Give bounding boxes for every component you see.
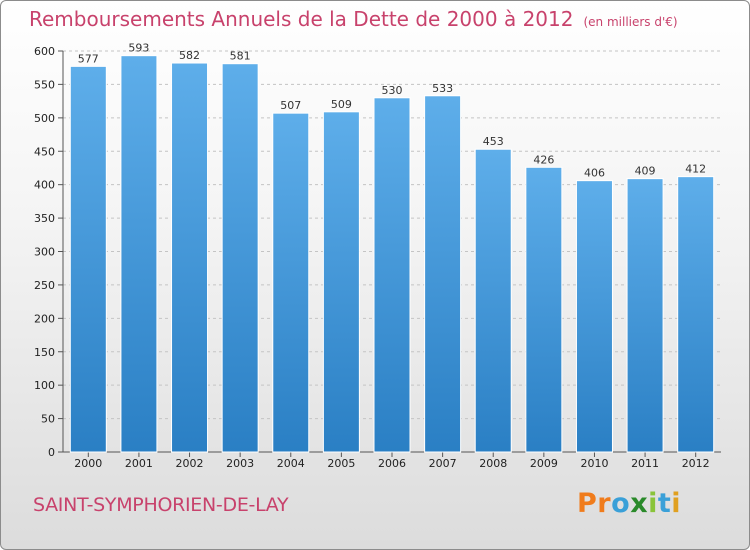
bar-2006[interactable]	[373, 97, 411, 453]
bar-2011[interactable]	[626, 178, 664, 453]
brand-logo[interactable]: Proxiti	[577, 488, 681, 519]
bar-2000[interactable]	[69, 65, 107, 453]
labels: 0 50 100 150 200 250 300 350 400 450 500 550 600 577 2…	[34, 42, 710, 470]
data-label-2000: 577	[78, 52, 99, 65]
chart-title: Remboursements Annuels de la Dette de 20…	[29, 7, 678, 31]
bar-2002[interactable]	[171, 62, 209, 453]
data-label-2001: 593	[128, 42, 149, 55]
data-label-2002: 582	[179, 49, 200, 62]
x-tick-label-2007: 2007	[429, 457, 457, 470]
chart-title-text: Remboursements Annuels de la Dette de 20…	[29, 7, 574, 31]
data-label-2009: 426	[533, 153, 554, 166]
logo-letter: P	[577, 488, 598, 519]
logo-letter: i	[648, 488, 658, 519]
x-tick-label-2002: 2002	[176, 457, 204, 470]
data-label-2012: 412	[685, 163, 706, 176]
bar-2003[interactable]	[221, 63, 259, 453]
y-tick-label: 550	[34, 78, 55, 91]
x-tick-label-2001: 2001	[125, 457, 153, 470]
logo-letter: r	[597, 488, 612, 519]
y-tick-label: 350	[34, 212, 55, 225]
x-tick-label-2005: 2005	[327, 457, 355, 470]
x-tick-label-2008: 2008	[479, 457, 507, 470]
y-tick-label: 450	[34, 145, 55, 158]
bar-2005[interactable]	[322, 111, 360, 453]
logo-letter: i	[671, 488, 682, 519]
x-tick-label-2006: 2006	[378, 457, 406, 470]
y-tick-label: 50	[41, 413, 55, 426]
bar-2009[interactable]	[525, 166, 563, 453]
y-tick-label: 0	[48, 446, 55, 459]
x-tick-label-2009: 2009	[530, 457, 558, 470]
x-tick-label-2004: 2004	[277, 457, 305, 470]
data-label-2010: 406	[584, 167, 605, 180]
location-name: SAINT-SYMPHORIEN-DE-LAY	[33, 494, 289, 516]
x-tick-label-2000: 2000	[74, 457, 102, 470]
y-tick-label: 400	[34, 179, 55, 192]
x-tick-label-2012: 2012	[682, 457, 710, 470]
bars	[69, 55, 715, 453]
bar-2004[interactable]	[272, 112, 310, 453]
logo-letter: x	[630, 488, 649, 519]
x-tick-label-2011: 2011	[631, 457, 659, 470]
y-tick-label: 600	[34, 45, 55, 58]
bar-2012[interactable]	[677, 176, 715, 453]
chart-unit-note: (en milliers d'€)	[583, 15, 678, 29]
logo-letter: o	[611, 488, 631, 519]
data-label-2003: 581	[230, 50, 251, 63]
y-tick-label: 100	[34, 379, 55, 392]
data-label-2005: 509	[331, 98, 352, 111]
bar-2001[interactable]	[120, 55, 158, 453]
data-label-2006: 530	[382, 84, 403, 97]
bar-2010[interactable]	[575, 180, 613, 453]
logo-letter: t	[657, 488, 672, 519]
x-tick-label-2003: 2003	[226, 457, 254, 470]
bar-2007[interactable]	[424, 95, 462, 453]
y-tick-label: 250	[34, 279, 55, 292]
data-label-2008: 453	[483, 135, 504, 148]
data-label-2007: 533	[432, 82, 453, 95]
data-label-2011: 409	[635, 165, 656, 178]
x-tick-label-2010: 2010	[580, 457, 608, 470]
y-tick-label: 500	[34, 112, 55, 125]
y-tick-label: 300	[34, 246, 55, 259]
bar-2008[interactable]	[474, 148, 512, 453]
data-label-2004: 507	[280, 99, 301, 112]
y-tick-label: 200	[34, 312, 55, 325]
y-tick-label: 150	[34, 346, 55, 359]
